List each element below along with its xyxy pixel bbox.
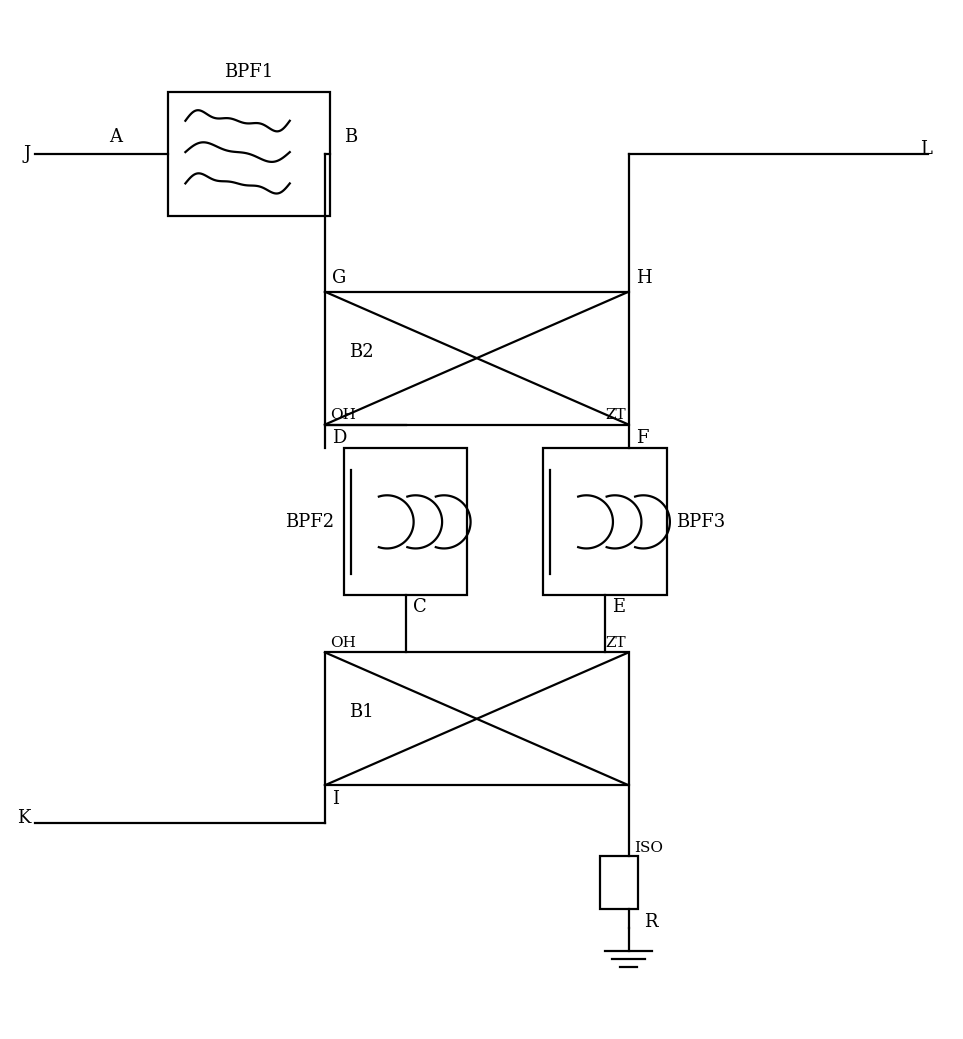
Text: ZT: ZT xyxy=(605,407,626,422)
Bar xyxy=(325,652,629,785)
Text: I: I xyxy=(332,790,340,808)
Text: BPF3: BPF3 xyxy=(676,513,725,531)
Text: G: G xyxy=(332,269,347,287)
Text: A: A xyxy=(110,129,122,146)
Text: B2: B2 xyxy=(349,343,374,361)
Text: J: J xyxy=(23,145,31,163)
Text: ISO: ISO xyxy=(635,841,664,854)
Text: H: H xyxy=(637,269,652,287)
Text: F: F xyxy=(637,429,649,448)
Text: OH: OH xyxy=(330,407,356,422)
Bar xyxy=(600,856,638,909)
Text: BPF2: BPF2 xyxy=(285,513,334,531)
Text: ZT: ZT xyxy=(605,636,626,649)
Text: L: L xyxy=(921,140,932,158)
Text: B1: B1 xyxy=(349,703,374,721)
Bar xyxy=(344,448,467,595)
Bar xyxy=(169,92,329,216)
Text: C: C xyxy=(413,598,427,616)
Bar xyxy=(325,292,629,425)
Text: BPF1: BPF1 xyxy=(224,63,273,81)
Text: OH: OH xyxy=(330,636,356,649)
Bar xyxy=(543,448,666,595)
Text: K: K xyxy=(17,809,31,827)
Text: D: D xyxy=(332,429,347,448)
Text: E: E xyxy=(612,598,626,616)
Text: R: R xyxy=(644,913,658,931)
Text: B: B xyxy=(344,129,357,146)
